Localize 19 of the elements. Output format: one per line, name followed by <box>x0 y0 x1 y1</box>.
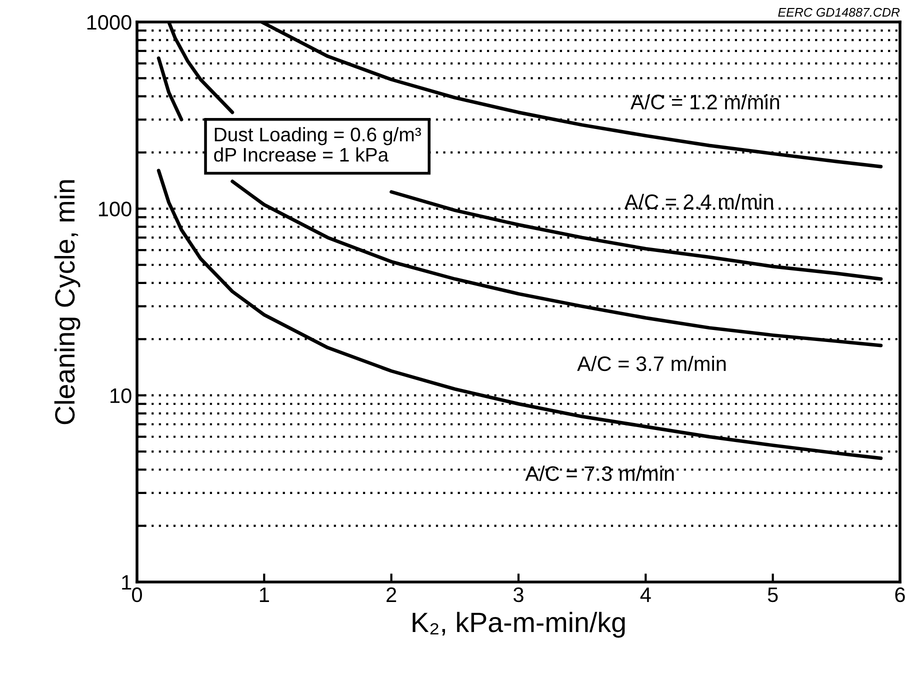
y-tick-label: 1000 <box>87 15 132 30</box>
text: EERC GD14887.CDR <box>778 8 900 17</box>
y-tick-label: 1 <box>122 575 132 590</box>
series-label: A/C = 1.2 m/min <box>630 94 780 110</box>
x-tick-label: 3 <box>514 587 524 602</box>
series-label: A/C = 3.7 m/min <box>577 356 726 372</box>
x-tick-label: 2 <box>386 587 396 602</box>
series-label: A/C = 2.4 m/min <box>624 194 773 210</box>
x-tick-label: 5 <box>768 588 778 602</box>
x-tick-label: 1 <box>260 588 269 602</box>
y-axis-title: Cleaning Cycle, min <box>54 180 80 424</box>
y-tick-label: 10 <box>110 388 132 404</box>
x-tick-label: 0 <box>132 587 142 602</box>
y-tick-label: 100 <box>98 202 132 216</box>
x-axis-title: K₂, kPa-m-min/kg <box>412 612 625 638</box>
x-tick-label: 6 <box>895 587 905 602</box>
annotation: Dust Loading = 0.6 g/m³ dP Increase = 1 kPa <box>214 127 421 162</box>
series-label: A/C = 7.3 m/min <box>525 466 674 481</box>
x-tick-label: 4 <box>640 588 651 602</box>
